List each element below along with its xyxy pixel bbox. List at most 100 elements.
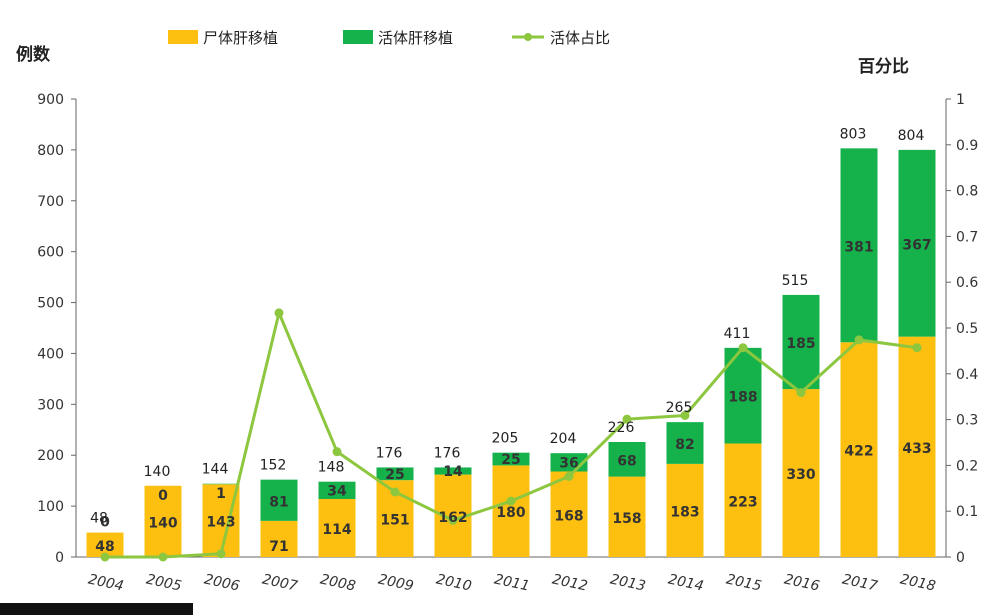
point-ratio	[506, 496, 516, 506]
x-tick-label: 2008	[319, 572, 357, 595]
bar-living	[666, 422, 704, 464]
x-tick-label: 2009	[377, 572, 415, 595]
point-ratio	[158, 552, 168, 562]
total-label: 515	[782, 273, 809, 289]
bar-deceased	[782, 389, 820, 557]
bar-deceased	[144, 485, 182, 557]
data-label-living: 81	[269, 494, 288, 510]
y-tick-label: 600	[37, 245, 64, 261]
data-label-living: 36	[559, 455, 578, 471]
plot-area: 010020030040050060070080090000.10.20.30.…	[37, 92, 978, 595]
bar-living	[492, 452, 530, 466]
data-label-living: 34	[327, 483, 347, 499]
data-label-deceased: 223	[728, 494, 757, 510]
y2-tick-label: 0.1	[956, 504, 978, 520]
y2-tick-label: 0	[956, 550, 965, 566]
data-label-deceased: 158	[612, 511, 641, 527]
y-tick-label: 500	[37, 296, 64, 312]
total-label: 265	[666, 400, 693, 416]
total-label: 204	[550, 431, 577, 447]
data-label-living: 14	[443, 464, 463, 480]
point-ratio	[622, 414, 632, 424]
data-label-deceased: 422	[844, 444, 873, 460]
data-label-deceased: 151	[380, 513, 409, 529]
legend-marker-ratio	[524, 33, 532, 41]
total-label: 48	[90, 511, 108, 527]
legend-swatch-deceased	[168, 30, 198, 44]
bar-living	[260, 479, 298, 521]
x-tick-label: 2016	[783, 572, 821, 595]
legend-label-deceased: 尸体肝移植	[203, 29, 278, 47]
y2-tick-label: 0.4	[956, 367, 978, 383]
point-ratio	[390, 487, 400, 497]
total-label: 140	[144, 464, 171, 480]
data-label-living: 68	[617, 453, 636, 469]
bar-deceased	[260, 520, 298, 557]
point-ratio	[564, 471, 574, 481]
point-ratio	[854, 335, 864, 345]
x-tick-label: 2010	[435, 572, 473, 595]
data-label-deceased: 140	[148, 515, 177, 531]
x-tick-label: 2007	[261, 572, 299, 595]
data-label-living: 0	[158, 488, 168, 504]
data-label-living: 25	[501, 452, 520, 468]
x-tick-label: 2014	[667, 572, 705, 595]
data-label-living: 367	[902, 237, 931, 253]
bar-living	[608, 441, 646, 477]
y2-tick-label: 0.7	[956, 229, 978, 245]
point-ratio	[216, 549, 226, 559]
total-label: 148	[318, 460, 345, 476]
legend-label-ratio: 活体占比	[550, 29, 610, 47]
x-tick-label: 2006	[203, 572, 241, 595]
data-label-living: 381	[844, 239, 873, 255]
y-tick-label: 100	[37, 499, 64, 515]
bar-deceased	[318, 498, 356, 557]
bar-deceased	[608, 476, 646, 557]
data-label-living: 1	[216, 486, 226, 502]
y-tick-label: 900	[37, 92, 64, 108]
point-ratio	[448, 515, 458, 525]
bar-living	[898, 149, 936, 337]
total-label: 205	[492, 431, 519, 447]
total-label: 176	[434, 445, 461, 461]
total-label: 226	[608, 420, 635, 436]
point-ratio	[912, 343, 922, 353]
data-label-deceased: 168	[554, 508, 583, 524]
y-tick-label: 200	[37, 448, 64, 464]
y-axis-title: 例数	[16, 44, 51, 65]
total-label: 144	[202, 462, 229, 478]
point-ratio	[738, 343, 748, 353]
point-ratio	[332, 447, 342, 457]
total-label: 803	[840, 126, 867, 142]
point-ratio	[680, 410, 690, 420]
x-tick-label: 2004	[87, 572, 125, 595]
x-tick-label: 2017	[841, 572, 879, 595]
legend: 尸体肝移植 活体肝移植 活体占比	[168, 29, 610, 47]
bar-deceased	[840, 342, 878, 557]
x-tick-label: 2015	[725, 572, 763, 595]
data-label-deceased: 71	[269, 539, 288, 555]
data-label-deceased: 330	[786, 467, 815, 483]
y-tick-label: 0	[55, 550, 64, 566]
x-tick-label: 2018	[899, 572, 937, 595]
y-tick-label: 700	[37, 194, 64, 210]
bar-deceased	[550, 471, 588, 557]
y2-tick-label: 0.6	[956, 275, 978, 291]
total-label: 411	[724, 326, 751, 342]
y2-tick-label: 0.2	[956, 458, 978, 474]
y2-tick-label: 0.5	[956, 321, 978, 337]
x-tick-label: 2011	[493, 572, 531, 595]
y2-tick-label: 0.8	[956, 184, 978, 200]
bar-living	[318, 481, 356, 499]
bar-living	[434, 467, 472, 475]
data-label-deceased: 48	[95, 539, 114, 555]
bar-living	[202, 483, 240, 485]
bar-deceased	[666, 463, 704, 557]
y2-axis-title: 百分比	[858, 56, 909, 77]
bar-living	[782, 294, 820, 390]
point-ratio	[796, 388, 806, 398]
bar-living	[840, 148, 878, 343]
total-label: 152	[260, 458, 287, 474]
total-label: 176	[376, 445, 403, 461]
bar-deceased	[492, 465, 530, 557]
